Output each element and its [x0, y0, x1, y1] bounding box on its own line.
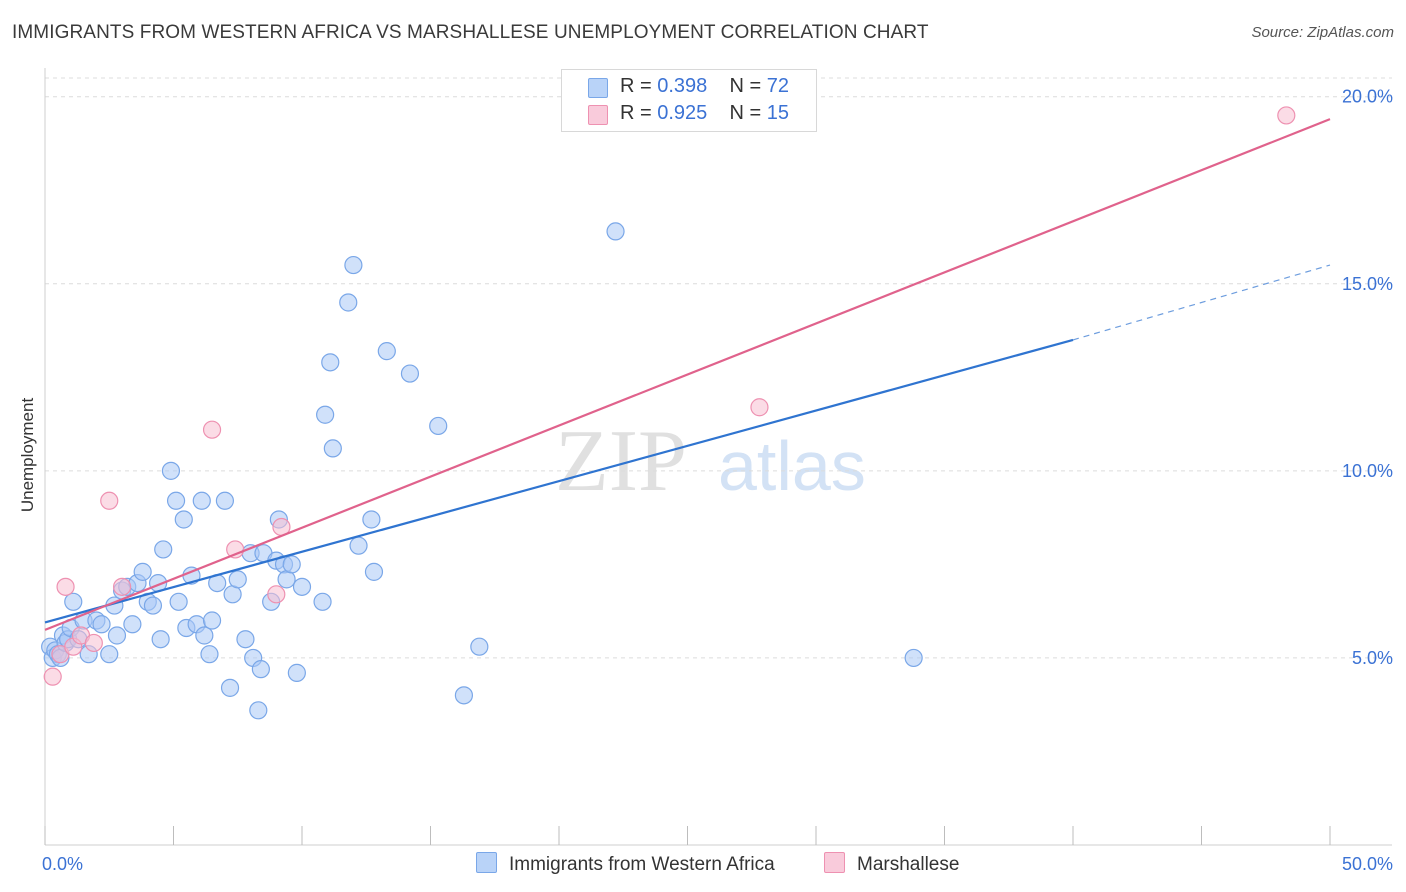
data-point: [316, 405, 335, 424]
data-point: [323, 439, 342, 458]
bottom-legend-swatch-western-africa: [476, 852, 497, 873]
data-point: [174, 510, 193, 529]
data-point: [202, 611, 222, 630]
data-point: [215, 491, 234, 510]
data-point: [267, 585, 286, 604]
data-point: [220, 678, 240, 697]
y-tick-label: 10.0%: [1342, 461, 1393, 481]
legend-n-value: 72: [766, 75, 790, 97]
data-point: [236, 630, 255, 649]
data-point: [161, 461, 181, 480]
data-point: [606, 222, 625, 241]
bottom-legend-western-africa[interactable]: Immigrants from Western Africa: [476, 852, 775, 876]
data-point: [228, 570, 247, 589]
data-point: [470, 637, 489, 656]
data-point: [362, 510, 381, 529]
x-tick-label: 0.0%: [42, 854, 83, 874]
bottom-legend-label-marshallese: Marshallese: [857, 854, 960, 875]
data-point: [192, 491, 211, 510]
data-point: [195, 626, 214, 645]
data-point: [100, 491, 119, 510]
y-tick-label: 15.0%: [1342, 274, 1393, 294]
bottom-legend-label-western-africa: Immigrants from Western Africa: [509, 854, 775, 875]
data-point: [249, 701, 268, 720]
data-point: [151, 630, 170, 649]
data-point: [377, 342, 396, 361]
data-point: [750, 398, 769, 417]
x-tick-label: 50.0%: [1342, 854, 1393, 874]
data-point: [1277, 106, 1296, 125]
data-point: [100, 645, 119, 664]
data-point: [43, 667, 62, 686]
data-point: [344, 255, 363, 275]
data-point: [169, 592, 188, 611]
correlation-legend: R = 0.398 N = 72 R = 0.925 N = 15: [561, 69, 817, 132]
bottom-legend-swatch-marshallese: [824, 852, 845, 873]
legend-swatch-marshallese: [588, 105, 608, 125]
legend-r-label: R =: [620, 102, 652, 124]
data-point: [321, 353, 340, 372]
data-point: [166, 491, 186, 510]
y-tick-label: 20.0%: [1342, 87, 1393, 107]
trend-line-marshallese: [44, 118, 1331, 631]
data-point: [202, 420, 222, 439]
source-label: Source: ZipAtlas.com: [1251, 24, 1394, 41]
legend-r-value: 0.925: [657, 102, 708, 124]
legend-n-label: N =: [729, 75, 762, 97]
series-marshallese: [43, 106, 1296, 686]
data-point: [84, 633, 103, 653]
data-point: [251, 660, 270, 679]
data-point: [429, 416, 448, 436]
data-point: [143, 596, 163, 615]
watermark-atlas: atlas: [718, 427, 866, 505]
data-point: [287, 663, 306, 682]
data-point: [133, 562, 152, 581]
data-point: [349, 536, 368, 555]
data-point: [107, 626, 127, 645]
data-point: [400, 364, 420, 383]
legend-swatch-western-africa: [588, 78, 608, 98]
bottom-legend-marshallese[interactable]: Marshallese: [824, 852, 959, 876]
data-point: [313, 592, 332, 611]
data-point: [282, 555, 301, 574]
data-point: [154, 540, 173, 559]
data-point: [92, 615, 111, 634]
chart-title: IMMIGRANTS FROM WESTERN AFRICA VS MARSHA…: [12, 22, 929, 43]
legend-r-label: R =: [620, 75, 652, 97]
data-point: [292, 577, 312, 596]
legend-n-value: 15: [766, 102, 790, 124]
trend-line-western-africa: [44, 338, 1074, 624]
data-point: [904, 648, 923, 668]
watermark-zip: ZIP: [555, 413, 687, 510]
data-point: [56, 577, 75, 596]
legend-n-label: N =: [729, 102, 762, 124]
data-point: [112, 577, 132, 596]
data-point: [364, 562, 384, 581]
y-tick-label: 5.0%: [1352, 648, 1393, 668]
data-point: [123, 615, 142, 634]
data-point: [200, 645, 219, 664]
trend-line-extension-western-africa: [1072, 264, 1331, 341]
data-point: [64, 592, 83, 611]
legend-r-value: 0.398: [657, 75, 708, 97]
data-point: [454, 686, 474, 705]
data-point: [339, 293, 358, 312]
